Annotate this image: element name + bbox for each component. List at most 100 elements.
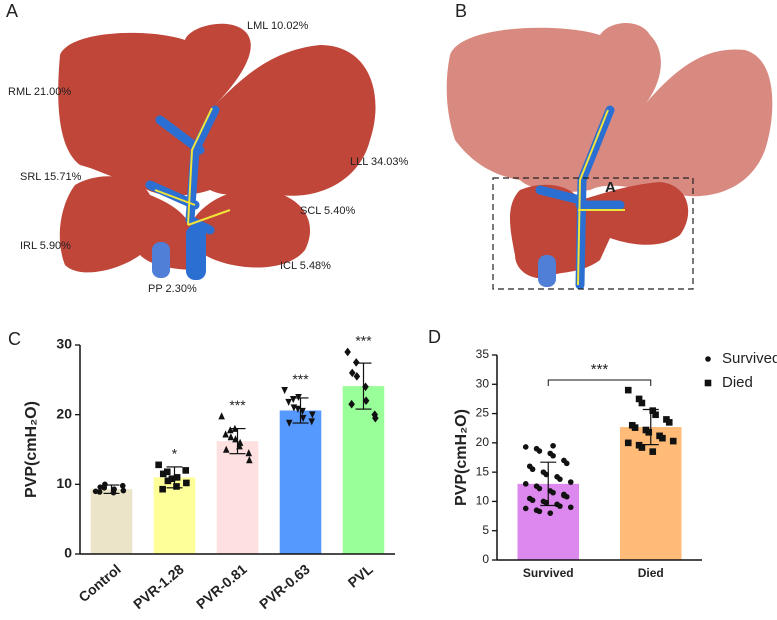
data-point xyxy=(218,412,225,420)
data-point xyxy=(567,504,574,511)
data-point xyxy=(635,395,643,403)
data-point xyxy=(522,481,529,487)
bile-duct xyxy=(154,107,231,226)
x-tick-label: Died xyxy=(638,566,664,580)
lobe-label: SRL 15.71% xyxy=(20,171,82,183)
data-point xyxy=(222,430,229,438)
y-tick-label: 0 xyxy=(482,552,489,566)
data-point xyxy=(665,419,673,426)
liver-illustration-a xyxy=(58,23,376,280)
data-point xyxy=(550,452,556,459)
significance-label: *** xyxy=(591,361,609,378)
y-tick-label: 30 xyxy=(476,376,490,390)
lobe-label: IRL 5.90% xyxy=(20,240,71,252)
data-point xyxy=(236,438,244,446)
y-tick-label: 35 xyxy=(476,347,490,361)
y-tick-label: 5 xyxy=(482,523,489,537)
data-point xyxy=(561,492,567,499)
portal-trunk xyxy=(186,225,206,280)
lobe-label: ICL 5.48% xyxy=(280,260,331,272)
data-point xyxy=(645,429,653,436)
data-point xyxy=(120,487,127,494)
portal-vein xyxy=(145,105,220,235)
legend-marker xyxy=(704,379,712,387)
data-point xyxy=(557,476,563,482)
data-point xyxy=(522,505,529,512)
dashed-box xyxy=(492,177,694,290)
panel-label: C xyxy=(8,329,21,349)
data-point xyxy=(173,483,180,490)
bar xyxy=(620,427,682,560)
vessel-stump xyxy=(538,255,556,287)
bile-duct xyxy=(577,109,625,286)
data-point xyxy=(119,482,126,489)
legend-label: Survived xyxy=(722,350,777,367)
y-tick-label: 20 xyxy=(56,405,72,421)
data-point xyxy=(567,479,574,485)
x-tick-label: PVR-0.81 xyxy=(193,561,250,612)
data-point xyxy=(536,485,543,492)
data-point xyxy=(97,484,104,490)
data-point xyxy=(309,411,316,419)
bar xyxy=(342,386,385,554)
data-point xyxy=(344,347,351,357)
y-tick-label: 15 xyxy=(476,464,490,478)
data-point xyxy=(563,460,570,467)
data-point xyxy=(353,372,361,381)
lobe-label: PP 2.30% xyxy=(148,283,197,295)
data-point xyxy=(536,448,543,454)
data-point xyxy=(226,426,234,434)
bar xyxy=(279,410,322,554)
data-point xyxy=(372,413,379,423)
data-point xyxy=(285,398,292,406)
liver-lower xyxy=(59,176,311,273)
data-point xyxy=(522,444,529,450)
data-point xyxy=(529,466,536,473)
data-point xyxy=(624,386,632,394)
data-point xyxy=(183,479,190,487)
data-point xyxy=(649,407,657,414)
data-point xyxy=(348,399,355,409)
y-tick-label: 30 xyxy=(56,336,72,352)
data-point xyxy=(102,481,108,488)
data-point xyxy=(308,418,316,426)
data-point xyxy=(163,468,171,476)
x-tick-label: PVR-0.63 xyxy=(256,561,313,612)
data-point xyxy=(557,503,563,509)
y-tick-label: 20 xyxy=(476,435,490,449)
y-axis-label: PVP(cmH₂O) xyxy=(453,409,470,506)
significance-label: * xyxy=(172,446,178,462)
data-point xyxy=(352,358,360,367)
data-point xyxy=(536,508,543,515)
data-point xyxy=(96,489,103,495)
lobe-label: LLL 34.03% xyxy=(350,156,409,168)
data-point xyxy=(529,497,536,504)
data-point xyxy=(246,456,253,464)
resection-label: A xyxy=(605,179,616,196)
data-point xyxy=(550,489,556,496)
data-point xyxy=(299,414,307,422)
x-tick-label: PVR-1.28 xyxy=(130,561,187,612)
portal-vein xyxy=(535,105,625,290)
data-point xyxy=(638,444,646,451)
data-point xyxy=(659,434,666,442)
lobe-label: SCL 5.40% xyxy=(300,205,355,217)
panel-label: B xyxy=(455,1,467,21)
y-tick-label: 0 xyxy=(64,545,72,561)
data-point xyxy=(227,433,235,441)
data-point xyxy=(281,386,288,395)
data-point xyxy=(182,467,190,474)
significance-label: *** xyxy=(292,371,309,387)
data-point xyxy=(550,442,556,449)
lobe-label: RML 21.00% xyxy=(8,86,71,98)
data-point xyxy=(624,439,632,447)
data-point xyxy=(222,445,230,453)
data-point xyxy=(669,437,677,445)
significance-label: *** xyxy=(229,397,246,413)
x-tick-label: PVL xyxy=(345,561,376,591)
data-point xyxy=(348,368,356,378)
y-tick-label: 10 xyxy=(476,494,490,508)
data-point xyxy=(285,419,293,427)
data-point xyxy=(631,424,639,431)
